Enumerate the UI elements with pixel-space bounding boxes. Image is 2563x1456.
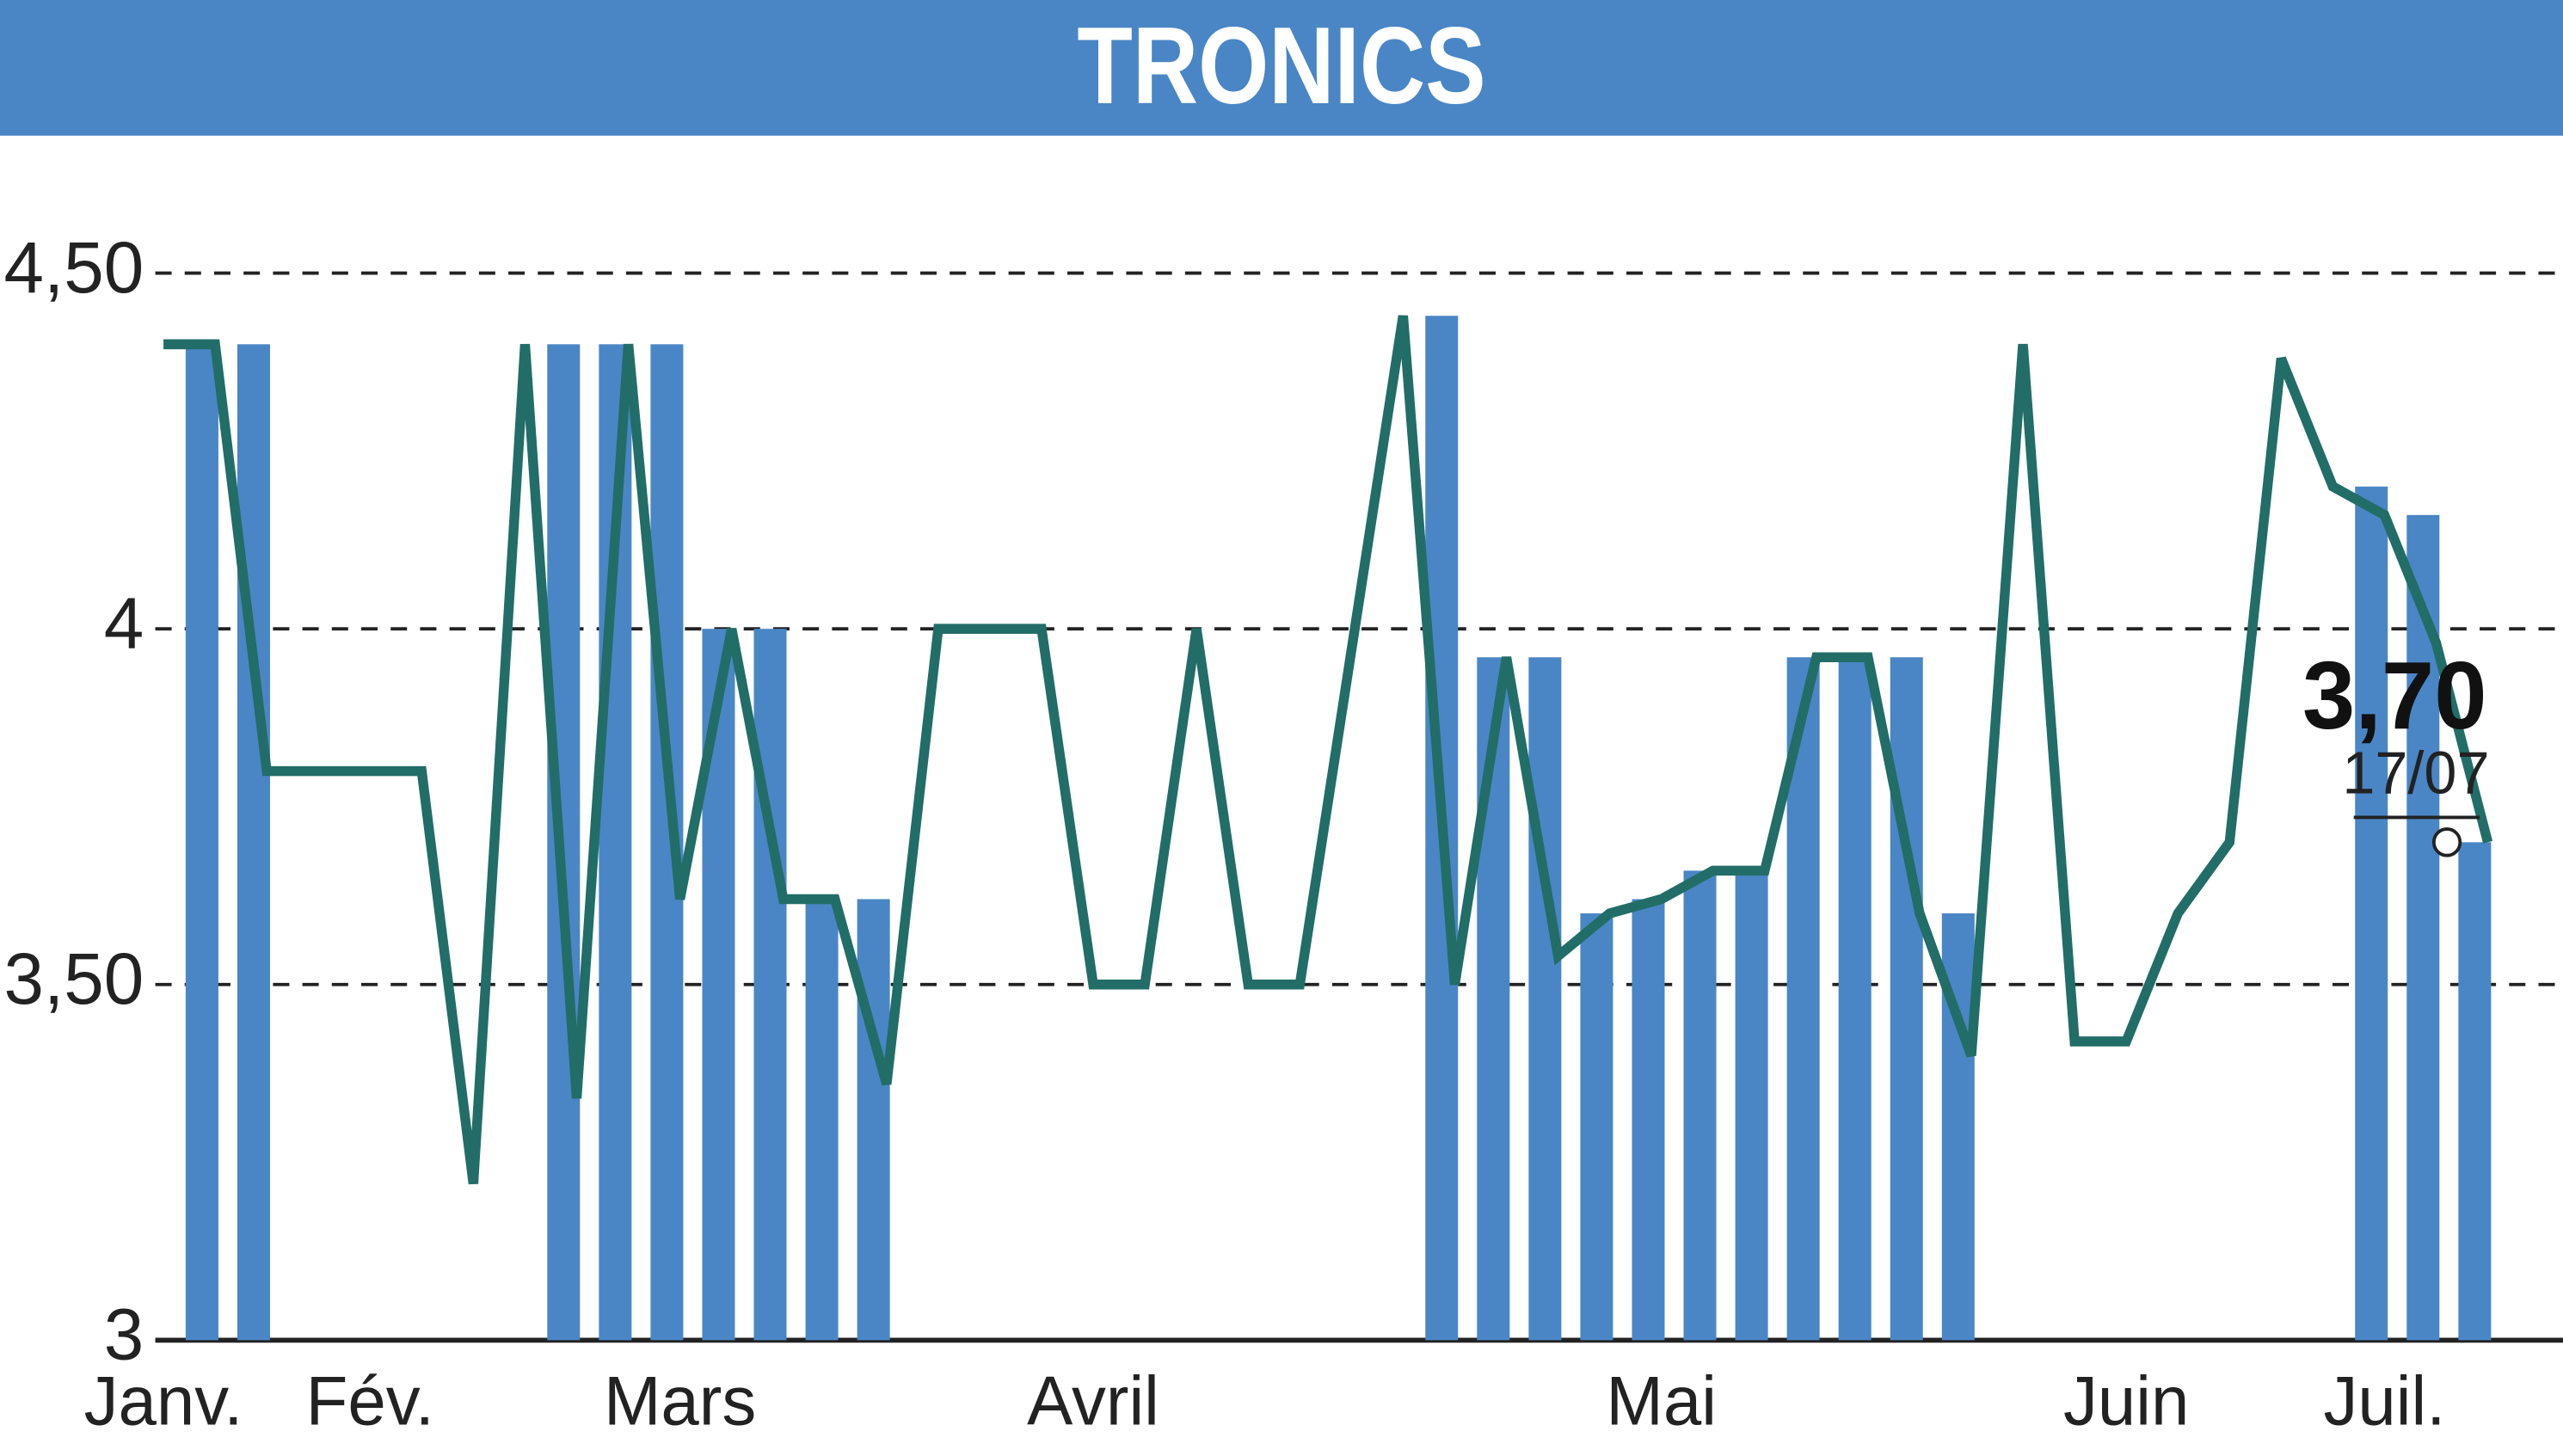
bar	[805, 899, 839, 1341]
chart-title: TRONICS	[1077, 4, 1485, 126]
bar	[753, 629, 787, 1341]
price-line	[163, 315, 2493, 1185]
bar	[1632, 899, 1665, 1341]
x-tick-label: Mai	[1606, 1362, 1717, 1441]
bar	[1580, 913, 1613, 1341]
lines	[163, 315, 2493, 1185]
labels: 3 3,50 4 4,50 Janv. Fév. Mars Avril Mai Juin Juil.…	[4, 227, 2490, 1441]
bar	[1890, 657, 1923, 1341]
bar	[1735, 870, 1768, 1341]
last-point	[2431, 827, 2462, 857]
y-tick-label: 4	[104, 582, 144, 664]
x-tick-label: Juil.	[2324, 1362, 2446, 1441]
bar	[857, 899, 890, 1341]
x-tick-label: Janv.	[84, 1362, 243, 1441]
bar	[1683, 870, 1717, 1341]
title-banner	[0, 0, 2563, 136]
x-tick-label: Avril	[1027, 1362, 1159, 1441]
y-tick-label: 3	[104, 1293, 144, 1375]
x-tick-label: Fév.	[306, 1362, 434, 1441]
bar	[185, 344, 218, 1341]
last-date-label: 17/07	[2342, 740, 2489, 806]
bar	[1838, 657, 1872, 1341]
y-tick-label: 3,50	[4, 938, 144, 1020]
bar	[2355, 486, 2388, 1341]
last-value-label: 3,70	[2302, 642, 2487, 750]
bar	[1528, 657, 1562, 1341]
x-tick-label: Mars	[604, 1362, 756, 1441]
bar	[237, 344, 270, 1341]
bar	[2458, 842, 2492, 1341]
x-tick-label: Juin	[2063, 1362, 2189, 1441]
y-tick-label: 4,50	[4, 227, 144, 309]
